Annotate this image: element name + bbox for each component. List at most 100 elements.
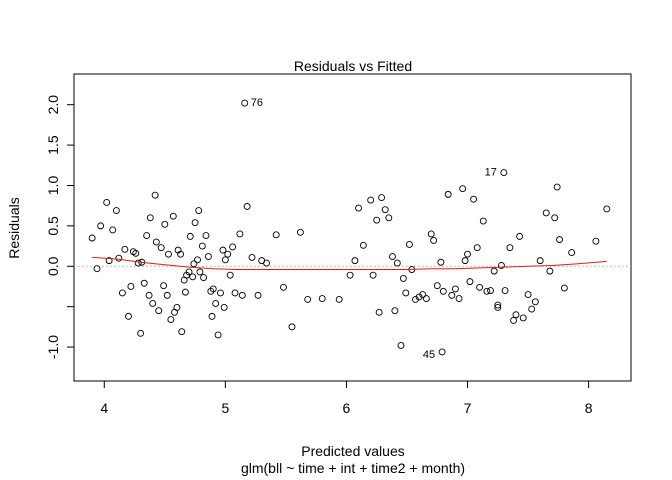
x-tick-label: 5 (221, 400, 229, 416)
data-point (546, 267, 554, 275)
data-point (195, 207, 203, 214)
data-point (542, 209, 550, 217)
data-point (500, 169, 508, 177)
data-point (93, 265, 101, 273)
y-tick-label: 2.0 (45, 95, 61, 115)
data-point (186, 232, 194, 240)
model-formula-subtitle: glm(bll ~ time + int + time2 + month) (241, 460, 465, 476)
data-point (160, 282, 168, 290)
data-point (373, 216, 381, 224)
data-point (476, 283, 484, 291)
x-tick-label: 8 (585, 400, 593, 416)
data-point (220, 304, 228, 311)
data-point (177, 250, 185, 258)
data-point (419, 291, 427, 299)
data-point (556, 236, 564, 244)
y-tick-label: 1.0 (45, 176, 61, 196)
data-point (198, 242, 206, 250)
data-point (351, 257, 359, 265)
data-point (181, 288, 189, 296)
outlier-label: 17 (485, 167, 497, 179)
data-point (151, 191, 159, 199)
x-tick-label: 6 (343, 400, 351, 416)
data-point (219, 246, 227, 254)
data-point (112, 207, 120, 214)
data-point (149, 299, 157, 307)
data-point (359, 241, 367, 249)
y-tick-label: 0.0 (45, 256, 61, 276)
data-point (437, 258, 445, 266)
data-point (207, 287, 215, 295)
data-point (236, 230, 244, 238)
data-point (389, 253, 396, 261)
data-point (483, 287, 491, 295)
data-point (263, 259, 270, 267)
data-point (127, 283, 135, 290)
data-point (506, 244, 514, 252)
data-point (238, 291, 246, 299)
data-point (536, 257, 544, 265)
data-point (516, 232, 524, 240)
data-point (397, 342, 405, 349)
data-point (200, 274, 208, 282)
data-point (553, 183, 561, 191)
outlier-label: 76 (251, 97, 263, 109)
chart-title: Residuals vs Fitted (294, 58, 412, 74)
data-point (519, 314, 527, 322)
data-point (167, 316, 175, 324)
data-point (140, 279, 148, 287)
data-point (422, 295, 430, 303)
data-point (461, 257, 469, 265)
data-point (137, 329, 145, 337)
data-point (512, 311, 520, 319)
data-point (399, 274, 407, 282)
data-point (479, 217, 487, 225)
data-point (355, 204, 363, 212)
data-point (226, 271, 234, 279)
data-point (346, 271, 354, 279)
x-tick-label: 7 (464, 400, 472, 416)
data-point (497, 262, 505, 269)
y-tick-label: -1.0 (45, 335, 61, 359)
data-point (381, 206, 389, 214)
data-point (190, 260, 198, 268)
data-point (155, 307, 163, 315)
data-point (369, 271, 377, 279)
data-point (97, 222, 105, 230)
data-point (125, 312, 132, 320)
data-point (118, 289, 126, 297)
data-point (288, 323, 296, 331)
data-point (272, 231, 280, 239)
x-axis: 4 5 6 7 8 (100, 380, 593, 416)
data-point (510, 316, 517, 324)
data-point (412, 295, 419, 303)
data-point (217, 289, 224, 297)
data-point (146, 214, 154, 222)
data-point (592, 237, 600, 245)
data-point (194, 256, 201, 264)
y-tick-label: 1.5 (45, 135, 61, 155)
data-point (121, 245, 129, 253)
data-point (494, 304, 502, 311)
data-point (134, 259, 142, 267)
outlier-label: 45 (423, 349, 435, 361)
data-point (243, 203, 251, 210)
data-point (405, 241, 413, 248)
data-point (318, 295, 326, 303)
data-point (464, 250, 471, 258)
data-point (459, 185, 467, 193)
data-point (335, 295, 343, 303)
x-axis-label: Predicted values (301, 443, 405, 459)
data-point (189, 273, 197, 281)
data-point (444, 190, 452, 198)
data-point (375, 308, 383, 316)
data-point (385, 214, 393, 222)
data-point (163, 291, 171, 299)
data-point (103, 199, 111, 206)
data-point (568, 249, 576, 256)
data-point (224, 250, 232, 258)
data-point (191, 219, 199, 227)
data-point (164, 250, 172, 258)
